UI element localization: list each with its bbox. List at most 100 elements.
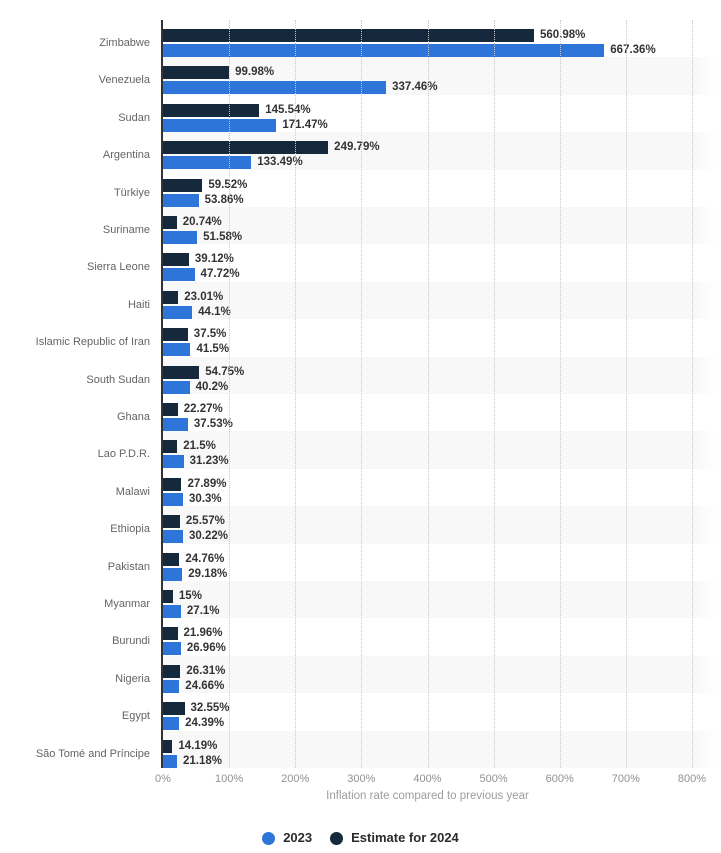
- bar-2024[interactable]: [163, 739, 173, 753]
- bar-2023[interactable]: [163, 268, 195, 282]
- x-tick-label: 800%: [677, 773, 707, 785]
- value-label-2024: 39.12%: [194, 253, 234, 266]
- bar-2023[interactable]: [163, 679, 180, 693]
- row-band: [163, 581, 721, 619]
- country-label: South Sudan: [86, 373, 150, 386]
- legend-item-estimate-2024[interactable]: Estimate for 2024: [330, 830, 459, 846]
- bar-2024[interactable]: [163, 440, 178, 454]
- bar-2024[interactable]: [163, 664, 181, 678]
- value-label-2023: 24.39%: [185, 717, 225, 730]
- value-label-2023: 133.49%: [257, 156, 303, 169]
- bar-2023[interactable]: [163, 156, 252, 170]
- value-label-2023: 51.58%: [203, 231, 243, 243]
- bar-2023[interactable]: [163, 605, 181, 618]
- country-label: Myanmar: [104, 598, 150, 610]
- legend-dot-2023: [262, 831, 276, 845]
- value-label-2023: 24.66%: [185, 679, 225, 692]
- bar-2023[interactable]: [163, 642, 181, 656]
- country-label: Nigeria: [115, 672, 150, 685]
- chart-row: Pakistan 24.76% 29.18%: [0, 544, 721, 581]
- bar-2024[interactable]: [163, 141, 329, 155]
- bar-2024[interactable]: [163, 178, 203, 192]
- bar-2023[interactable]: [163, 530, 183, 544]
- x-tick-label: 200%: [281, 773, 310, 785]
- gridline: [427, 20, 429, 768]
- bar-2023[interactable]: [163, 492, 184, 506]
- x-tick-label: 300%: [347, 773, 376, 785]
- row-band: [163, 730, 721, 768]
- value-label-2024: 24.76%: [185, 552, 225, 565]
- legend-dot-estimate-2024: [330, 831, 344, 845]
- value-label-2023: 30.22%: [188, 530, 228, 543]
- chart-row: Suriname 20.74% 51.58%: [0, 207, 721, 245]
- legend-item-2023[interactable]: 2023: [262, 830, 312, 846]
- chart-row: Argentina 249.79% 133.49%: [0, 132, 721, 170]
- value-label-2024: 145.54%: [265, 103, 311, 116]
- bar-2023[interactable]: [163, 380, 190, 394]
- chart-row: Burundi 21.96% 26.96%: [0, 618, 721, 656]
- chart-row: Haiti 23.01% 44.1%: [0, 281, 721, 320]
- bar-2024[interactable]: [163, 590, 173, 603]
- bar-2023[interactable]: [163, 193, 199, 207]
- value-label-2024: 54.75%: [205, 365, 245, 378]
- value-label-2024: 23.01%: [184, 290, 224, 303]
- row-band: [163, 655, 721, 694]
- chart-row: Türkiye 59.52% 53.86%: [0, 170, 721, 207]
- bar-2024[interactable]: [163, 477, 182, 491]
- value-label-2024: 59.52%: [208, 178, 248, 191]
- x-tick-label: 600%: [545, 773, 574, 785]
- bar-2024[interactable]: [163, 515, 180, 529]
- bar-2023[interactable]: [163, 455, 184, 469]
- row-band: [163, 693, 721, 730]
- value-label-2023: 53.86%: [204, 193, 244, 206]
- bar-2023[interactable]: [163, 81, 387, 95]
- row-band: [163, 207, 721, 245]
- country-label: Venezuela: [98, 74, 150, 87]
- bar-2024[interactable]: [163, 66, 230, 80]
- bar-2024[interactable]: [163, 365, 200, 379]
- value-label-2023: 26.96%: [186, 642, 226, 655]
- country-label: Egypt: [121, 710, 150, 723]
- bar-2024[interactable]: [163, 328, 188, 342]
- chart-row: Ghana 22.27% 37.53%: [0, 394, 721, 431]
- bar-2024[interactable]: [163, 290, 179, 304]
- bar-2024[interactable]: [163, 29, 534, 42]
- bar-2023[interactable]: [163, 118, 277, 132]
- bar-2024[interactable]: [163, 253, 189, 267]
- value-label-2023: 29.18%: [188, 567, 228, 580]
- bar-2024[interactable]: [163, 627, 178, 641]
- value-label-2024: 560.98%: [539, 29, 586, 41]
- chart-row: Venezuela 99.98% 337.46%: [0, 57, 721, 95]
- bar-2024[interactable]: [163, 403, 178, 416]
- value-label-2024: 14.19%: [178, 739, 218, 752]
- bar-2023[interactable]: [163, 717, 180, 731]
- gridline: [493, 20, 495, 768]
- country-label: Ghana: [116, 411, 150, 423]
- bar-2023[interactable]: [163, 754, 177, 768]
- row-band: [163, 394, 721, 431]
- bar-2023[interactable]: [163, 305, 193, 319]
- value-label-2024: 21.5%: [183, 440, 216, 453]
- row-band: [163, 356, 721, 394]
- bar-2024[interactable]: [163, 702, 185, 716]
- value-label-2023: 30.3%: [189, 492, 222, 505]
- country-label: Haiti: [127, 298, 150, 311]
- chart-row: Myanmar 15% 27.1%: [0, 581, 721, 619]
- bar-2024[interactable]: [163, 216, 177, 229]
- gridline: [625, 20, 627, 768]
- bar-2023[interactable]: [163, 231, 198, 244]
- bar-2023[interactable]: [163, 343, 191, 357]
- row-band: [163, 544, 721, 581]
- value-label-2023: 44.1%: [198, 305, 231, 318]
- value-label-2023: 171.47%: [282, 118, 328, 131]
- bar-2023[interactable]: [163, 418, 188, 431]
- country-label: São Tomé and Príncipe: [35, 747, 150, 760]
- country-label: Ethiopia: [110, 523, 150, 536]
- bar-2024[interactable]: [163, 103, 260, 117]
- country-label: Burundi: [112, 635, 150, 648]
- value-label-2024: 21.96%: [183, 627, 223, 640]
- bar-2024[interactable]: [163, 552, 180, 566]
- bar-2023[interactable]: [163, 567, 183, 581]
- row-band: [163, 618, 721, 655]
